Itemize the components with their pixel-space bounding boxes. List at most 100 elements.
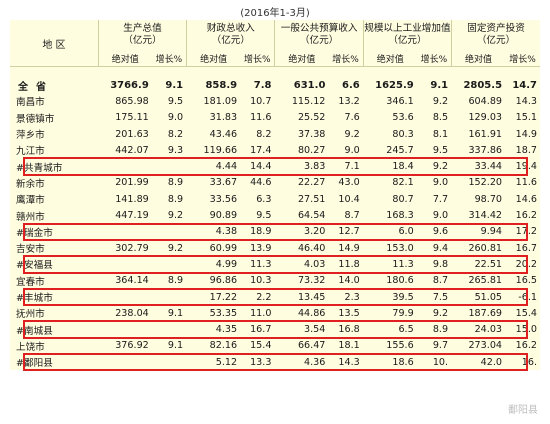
growth-cell bbox=[152, 158, 187, 174]
table-row: 宜春市 364.14 8.9 96.86 10.3 73.32 14.0 180.6 8.7 26… bbox=[10, 273, 540, 289]
value-cell: 13.45 bbox=[297, 291, 326, 303]
header-fiscal-revenue: 财政总收入 （亿元） bbox=[186, 20, 275, 50]
subheader-growth-percent: 增长% bbox=[155, 54, 183, 65]
value-cell: 80.27 bbox=[297, 144, 326, 156]
value-cell: 53.6 bbox=[392, 112, 414, 124]
value-cell bbox=[98, 256, 151, 272]
growth-cell: 9.0 bbox=[432, 210, 449, 222]
region-name: 鹰潭市 bbox=[16, 195, 45, 207]
table-row: 南昌市 865.98 9.5 181.09 10.7 115.12 13.2 346.1 9.2… bbox=[10, 93, 540, 109]
value-cell bbox=[98, 354, 151, 370]
growth-cell: 16.2 bbox=[515, 210, 537, 222]
growth-cell bbox=[152, 289, 187, 305]
value-cell bbox=[98, 289, 151, 305]
growth-cell: 9.2 bbox=[432, 307, 449, 319]
value-cell: 17.22 bbox=[209, 291, 238, 303]
growth-cell: 8.9 bbox=[167, 193, 184, 205]
header-public-budget-revenue: 一般公共预算收入 （亿元） bbox=[274, 20, 364, 50]
subheader-absolute-value: 绝对值 bbox=[362, 50, 417, 67]
growth-cell: 9.1 bbox=[165, 79, 184, 91]
value-cell bbox=[98, 158, 151, 174]
value-cell: 42.0 bbox=[480, 356, 503, 368]
table-row: #鄱阳县 5.12 13.3 4.36 14.3 18.6 10. 42.0 16. bbox=[10, 354, 540, 370]
value-cell: 4.44 bbox=[215, 161, 238, 173]
value-cell: 180.6 bbox=[386, 275, 414, 287]
value-cell: 43.46 bbox=[209, 128, 238, 140]
value-cell: 39.5 bbox=[392, 291, 414, 303]
value-cell: 153.0 bbox=[386, 242, 414, 254]
growth-cell: 10. bbox=[432, 356, 449, 368]
table-row: 鹰潭市 141.89 8.9 33.56 6.3 27.51 10.4 80.7 7.7 98.7… bbox=[10, 191, 540, 207]
header-gdp: 生产总值 （亿元） bbox=[97, 20, 187, 50]
growth-cell: 11.0 bbox=[250, 307, 272, 319]
watermark: 鄱阳县 bbox=[508, 405, 538, 416]
growth-cell: 10.3 bbox=[250, 275, 272, 287]
total-row: 全省 3766.9 9.1 858.9 7.8 631.0 6.6 1625.9 9.1 2805… bbox=[10, 77, 540, 93]
growth-cell bbox=[152, 321, 187, 337]
value-cell: 260.81 bbox=[468, 242, 503, 254]
value-cell: 27.51 bbox=[297, 193, 326, 205]
table-row: #安福县 4.99 11.3 4.03 11.8 11.3 9.8 22.51 20.2 bbox=[10, 256, 540, 272]
growth-cell: 16. bbox=[521, 356, 537, 368]
value-cell: 115.12 bbox=[291, 95, 326, 107]
growth-cell: 15.1 bbox=[515, 112, 537, 124]
growth-cell: 9.5 bbox=[432, 144, 449, 156]
value-cell: 25.52 bbox=[297, 112, 326, 124]
value-cell: 4.03 bbox=[304, 258, 326, 270]
growth-cell: 9.0 bbox=[167, 112, 184, 124]
growth-cell: 8.5 bbox=[432, 112, 449, 124]
value-cell: 865.98 bbox=[115, 95, 149, 107]
region-name: 宜春市 bbox=[16, 276, 45, 288]
table-row: 赣州市 447.19 9.2 90.89 9.5 64.54 8.7 168.3 9.0 314.… bbox=[10, 207, 540, 223]
table-row: #南城县 4.35 16.7 3.54 16.8 6.5 8.9 24.03 15.0 bbox=[10, 321, 540, 337]
region-name: #丰城市 bbox=[16, 293, 53, 304]
growth-cell: 43.0 bbox=[338, 177, 360, 189]
growth-cell: 13.2 bbox=[338, 95, 360, 107]
growth-cell: 8.9 bbox=[432, 324, 449, 336]
growth-cell: 19.4 bbox=[515, 161, 537, 173]
subheader-absolute-value: 绝对值 bbox=[97, 50, 152, 67]
table-row: 新余市 201.99 8.9 33.67 44.6 22.27 43.0 82.1 9.0 152… bbox=[10, 175, 540, 191]
subheader-growth-percent: 增长% bbox=[243, 54, 271, 65]
growth-cell: 15.4 bbox=[250, 340, 272, 352]
growth-cell: 15.0 bbox=[515, 324, 537, 336]
value-cell: 79.9 bbox=[392, 307, 414, 319]
table-row: #共青城市 4.44 14.4 3.83 7.1 18.4 9.2 33.44 19.4 bbox=[10, 158, 540, 174]
value-cell: 447.19 bbox=[115, 210, 149, 222]
table-row: 九江市 442.07 9.3 119.66 17.4 80.27 9.0 245.7 9.5 33… bbox=[10, 142, 540, 158]
value-cell: 11.3 bbox=[392, 258, 414, 270]
growth-cell bbox=[152, 354, 187, 370]
growth-cell: 11.6 bbox=[515, 177, 537, 189]
growth-cell: 18.1 bbox=[338, 340, 360, 352]
region-name: #安福县 bbox=[16, 260, 53, 272]
growth-cell: 17.4 bbox=[250, 144, 272, 156]
value-cell: 51.05 bbox=[474, 291, 503, 303]
value-cell: 31.83 bbox=[209, 112, 238, 124]
growth-cell: 16.7 bbox=[250, 324, 272, 336]
value-cell: 4.38 bbox=[215, 226, 238, 238]
growth-cell: 11.8 bbox=[338, 258, 360, 270]
table-row: 上饶市 376.92 9.1 82.16 15.4 66.47 18.1 155.6 9.7 27… bbox=[10, 338, 540, 354]
value-cell: 96.86 bbox=[209, 275, 238, 287]
value-cell: 201.99 bbox=[115, 177, 149, 189]
subheader-growth-percent: 增长% bbox=[420, 54, 448, 65]
growth-cell: 7.7 bbox=[432, 193, 449, 205]
value-cell: 3766.9 bbox=[110, 79, 149, 91]
value-cell: 3.83 bbox=[304, 161, 326, 173]
growth-cell: 7.6 bbox=[344, 112, 360, 124]
value-cell: 168.3 bbox=[386, 210, 414, 222]
value-cell bbox=[98, 321, 151, 337]
header-fixed-asset-investment: 固定资产投资 （亿元） bbox=[451, 20, 540, 50]
table-row: #丰城市 17.22 2.2 13.45 2.3 39.5 7.5 51.05 -6.1 bbox=[10, 289, 540, 305]
value-cell: 302.79 bbox=[115, 242, 149, 254]
value-cell: 64.54 bbox=[297, 210, 326, 222]
growth-cell: 8.1 bbox=[432, 128, 449, 140]
header-industrial-value-added: 规模以上工业增加值 （亿元） bbox=[362, 20, 452, 50]
value-cell: 82.1 bbox=[392, 177, 414, 189]
value-cell: 53.35 bbox=[209, 307, 238, 319]
region-name: 赣州市 bbox=[16, 211, 45, 223]
growth-cell: 9.2 bbox=[432, 95, 449, 107]
table-row: 抚州市 238.04 9.1 53.35 11.0 44.86 13.5 79.9 9.2 187… bbox=[10, 305, 540, 321]
value-cell: 245.7 bbox=[386, 144, 414, 156]
value-cell: 18.4 bbox=[392, 161, 414, 173]
